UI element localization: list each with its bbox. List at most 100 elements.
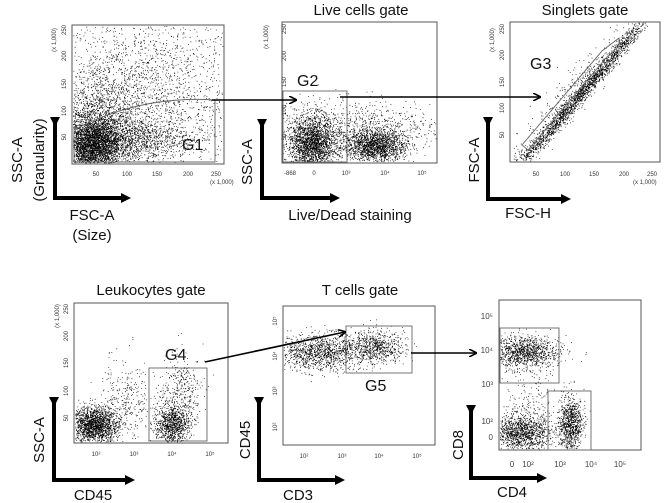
gate-cd8[interactable] xyxy=(499,327,560,384)
y-tick: 0 xyxy=(489,433,494,442)
y-tick: 10³ xyxy=(481,380,493,389)
panel-t-cells: T cells gate G5 10² 10³ 10⁴ 10⁵ 10² 10³ … xyxy=(237,282,436,503)
arrow-g4-to-tcells xyxy=(204,332,345,363)
y-tick: 250 xyxy=(282,23,288,34)
x-tick: 250 xyxy=(211,172,222,178)
x-tick: 50 xyxy=(93,172,100,178)
x-tick: 10² xyxy=(300,454,309,460)
y-scale: (x 1,000) xyxy=(264,25,270,49)
x-tick: 50 xyxy=(533,172,540,178)
y-tick: 100 xyxy=(282,104,288,115)
x-axis-label: FSC-A xyxy=(70,207,115,224)
x-scale: (x 1,000) xyxy=(633,180,657,186)
scatter-events xyxy=(73,22,648,450)
gate-g3[interactable] xyxy=(521,37,620,151)
y-axis-sublabel: (Granularity) xyxy=(31,118,48,201)
x-tick: 150 xyxy=(152,172,163,178)
y-tick: 100 xyxy=(64,385,70,396)
y-tick: 200 xyxy=(64,330,70,341)
x-axis-label: CD4 xyxy=(497,484,527,501)
x-tick: -868 xyxy=(284,171,297,177)
y-tick: 10² xyxy=(481,417,493,426)
y-tick: 250 xyxy=(62,24,68,35)
x-tick: 10² xyxy=(522,460,534,469)
x-tick: 10⁴ xyxy=(374,453,384,460)
gate-g4[interactable] xyxy=(148,367,208,442)
x-tick: 10⁵ xyxy=(412,453,422,460)
plot-frame xyxy=(509,21,661,163)
x-axis-label: FSC-H xyxy=(505,205,551,222)
y-tick: 10⁵ xyxy=(481,312,493,321)
x-tick: 10⁵ xyxy=(417,170,427,177)
gate-g5[interactable] xyxy=(345,325,413,374)
x-scale: (x 1,000) xyxy=(210,180,234,186)
x-tick: 10⁵ xyxy=(205,451,215,458)
gate-cd4[interactable] xyxy=(547,390,592,451)
plot-frame xyxy=(73,302,229,444)
x-tick: 0 xyxy=(510,460,515,469)
gate-label-g1: G1 xyxy=(182,137,203,154)
y-tick: 50 xyxy=(500,131,506,138)
x-tick: 200 xyxy=(183,172,194,178)
panel-cd4-cd8: 0 10² 10³ 10⁴ 10⁵ 0 10² 10³ 10⁴ 10⁵ CD8 … xyxy=(450,299,642,501)
x-axis-label: CD3 xyxy=(283,487,313,503)
gate-label-g5: G5 xyxy=(365,378,386,395)
y-axis-label: SSC-A xyxy=(239,139,256,185)
plot-frame xyxy=(282,305,436,446)
panel-leukocytes: Leukocytes gate G4 10² 10³ 10⁴ 10⁵ 50 10… xyxy=(31,282,229,503)
y-tick: 150 xyxy=(62,78,68,89)
axis-arrows xyxy=(257,119,340,203)
x-tick: 0 xyxy=(312,171,316,177)
y-axis-label: CD8 xyxy=(450,430,467,460)
y-tick: 50 xyxy=(62,133,68,140)
panel-fsc-ssc: G1 50 100 150 200 250 (x 1,000) 50 100 1… xyxy=(9,24,234,244)
axis-arrows xyxy=(49,397,135,485)
y-tick: 250 xyxy=(500,23,506,34)
panel-title: Singlets gate xyxy=(542,2,629,19)
x-tick: 10⁴ xyxy=(585,460,598,469)
y-tick: 150 xyxy=(500,76,506,87)
axis-arrows xyxy=(50,117,131,203)
y-tick: 10⁵ xyxy=(272,316,279,326)
x-tick: 10⁵ xyxy=(614,460,626,469)
y-scale: (x 1,000) xyxy=(52,28,58,52)
panel-live-dead: Live cells gate G2 -868 0 10³ 10⁴ 10⁵ 50… xyxy=(239,2,438,224)
panel-title: Live cells gate xyxy=(313,2,408,19)
x-tick: 200 xyxy=(619,172,630,178)
y-tick: 10⁴ xyxy=(481,346,494,355)
y-tick: 200 xyxy=(500,49,506,60)
gate-label-g2: G2 xyxy=(297,73,318,90)
axis-arrows xyxy=(483,117,571,204)
x-tick: 10³ xyxy=(338,454,347,460)
x-axis-sublabel: (Size) xyxy=(72,227,111,244)
x-tick: 10⁴ xyxy=(167,451,177,458)
y-tick: 50 xyxy=(64,414,70,421)
gate-label-g3: G3 xyxy=(530,56,551,73)
y-axis-label: SSC-A xyxy=(9,137,26,183)
y-tick: 100 xyxy=(62,105,68,116)
x-tick: 10³ xyxy=(342,171,351,177)
x-tick: 10² xyxy=(92,452,101,458)
panel-singlets: Singlets gate G3 50 100 150 200 250 (x 1… xyxy=(466,2,661,222)
y-tick: 200 xyxy=(62,50,68,61)
x-tick-labels: 50 100 150 200 250 (x 1,000) xyxy=(93,172,234,186)
event-dots xyxy=(73,22,648,450)
x-axis-label: Live/Dead staining xyxy=(288,207,411,224)
y-tick: 250 xyxy=(64,303,70,314)
y-tick: 100 xyxy=(500,102,506,113)
x-tick: 100 xyxy=(122,172,133,178)
plot-frame xyxy=(281,21,438,164)
y-scale: (x 1,000) xyxy=(55,304,61,328)
y-axis-label: SSC-A xyxy=(31,417,48,463)
plot-frame xyxy=(71,24,225,165)
x-axis-label: CD45 xyxy=(74,487,112,503)
y-tick: 150 xyxy=(64,357,70,368)
x-tick: 100 xyxy=(560,172,571,178)
panel-title: Leukocytes gate xyxy=(96,282,205,299)
x-tick: 10⁴ xyxy=(380,170,390,177)
y-tick: 150 xyxy=(282,76,288,87)
axis-arrows xyxy=(254,397,345,485)
y-tick: 50 xyxy=(282,133,288,140)
y-axis-label: CD45 xyxy=(237,421,254,459)
